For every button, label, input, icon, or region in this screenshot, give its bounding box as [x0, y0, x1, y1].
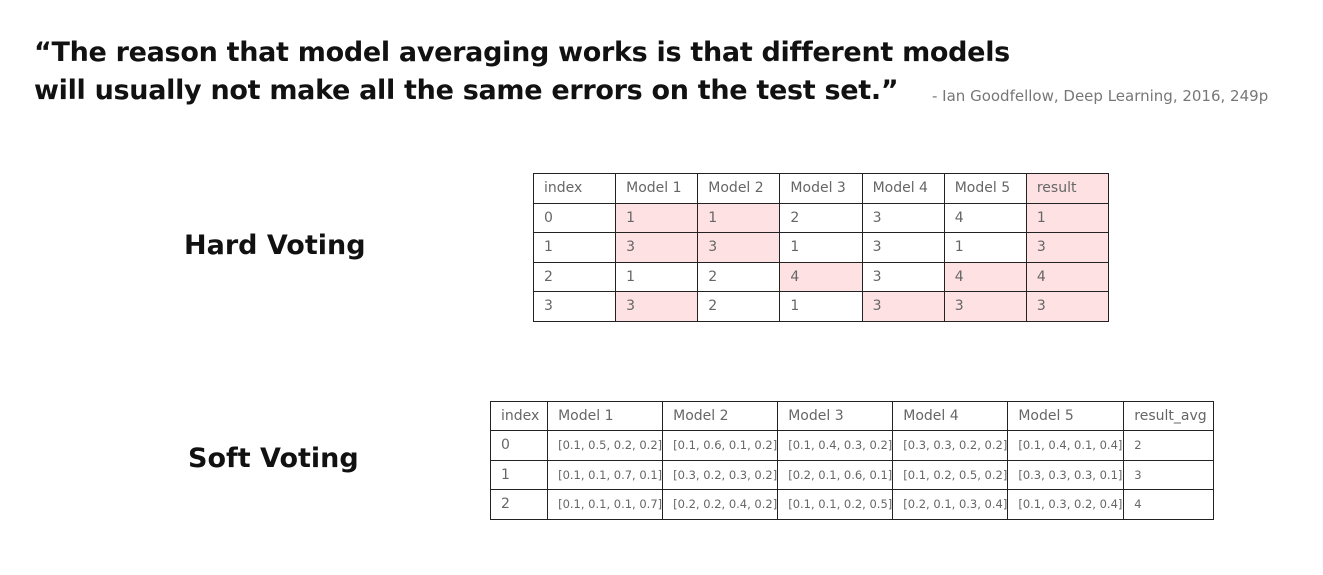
table-cell: 3: [861, 202, 945, 233]
table-header-row: index Model 1 Model 2 Model 3 Model 4 Mo…: [489, 401, 1214, 431]
table-header-row: index Model 1 Model 2 Model 3 Model 4 Mo…: [532, 173, 1110, 204]
table-cell: 2: [779, 202, 863, 233]
table-cell: 3: [615, 291, 699, 322]
table-cell: [0.3, 0.3, 0.2, 0.2]: [892, 430, 1009, 461]
hard-voting-label: Hard Voting: [184, 230, 366, 261]
soft-voting-table: index Model 1 Model 2 Model 3 Model 4 Mo…: [489, 401, 1214, 520]
table-cell: [0.2, 0.2, 0.4, 0.2]: [662, 489, 779, 520]
quote: “The reason that model averaging works i…: [34, 34, 1010, 110]
table-cell: 3: [861, 291, 945, 322]
table-row: 2 [0.1, 0.1, 0.1, 0.7] [0.2, 0.2, 0.4, 0…: [489, 489, 1214, 520]
table-cell: [0.1, 0.1, 0.7, 0.1]: [547, 459, 664, 490]
table-cell: [0.1, 0.3, 0.2, 0.4]: [1007, 489, 1125, 520]
table-cell: 4: [1025, 261, 1110, 292]
table-row: 0 1 1 2 3 4 1: [532, 202, 1110, 233]
table-cell: [0.1, 0.4, 0.1, 0.4]: [1007, 430, 1125, 461]
header-cell: Model 3: [777, 401, 894, 431]
table-cell: [0.1, 0.4, 0.3, 0.2]: [777, 430, 894, 461]
table-cell: [0.1, 0.1, 0.1, 0.7]: [547, 489, 664, 520]
header-cell: Model 2: [697, 173, 781, 204]
table-cell: 2: [489, 489, 549, 520]
header-cell: Model 5: [943, 173, 1027, 204]
table-cell: 2: [697, 291, 781, 322]
table-row: 3 3 2 1 3 3 3: [532, 291, 1110, 322]
table-cell: 1: [779, 291, 863, 322]
header-cell: result_avg: [1123, 401, 1214, 431]
header-cell: Model 4: [892, 401, 1009, 431]
table-cell: 4: [1123, 489, 1214, 520]
table-cell: [0.3, 0.3, 0.3, 0.1]: [1007, 459, 1125, 490]
table-row: 1 [0.1, 0.1, 0.7, 0.1] [0.3, 0.2, 0.3, 0…: [489, 459, 1214, 490]
table-cell: 0: [489, 430, 549, 461]
header-cell: Model 1: [615, 173, 699, 204]
table-cell: 3: [1025, 232, 1110, 263]
table-cell: [0.1, 0.2, 0.5, 0.2]: [892, 459, 1009, 490]
quote-line-1: “The reason that model averaging works i…: [34, 37, 1010, 68]
table-cell: 2: [697, 261, 781, 292]
table-cell: [0.1, 0.1, 0.2, 0.5]: [777, 489, 894, 520]
header-cell: Model 1: [547, 401, 664, 431]
header-cell: Model 4: [861, 173, 945, 204]
table-cell: 1: [697, 202, 781, 233]
table-row: 2 1 2 4 3 4 4: [532, 261, 1110, 292]
table-cell: 1: [1025, 202, 1110, 233]
table-cell: 2: [1123, 430, 1214, 461]
table-cell: 2: [532, 261, 617, 292]
table-cell: 3: [861, 261, 945, 292]
table-cell: [0.3, 0.2, 0.3, 0.2]: [662, 459, 779, 490]
table-cell: 4: [943, 261, 1027, 292]
table-cell: 3: [1123, 459, 1214, 490]
table-cell: 3: [861, 232, 945, 263]
table-cell: [0.1, 0.6, 0.1, 0.2]: [662, 430, 779, 461]
table-cell: [0.2, 0.1, 0.6, 0.1]: [777, 459, 894, 490]
header-cell: Model 3: [779, 173, 863, 204]
header-cell: Model 5: [1007, 401, 1125, 431]
quote-line-2: will usually not make all the same error…: [34, 75, 899, 106]
table-cell: 3: [532, 291, 617, 322]
table-cell: 3: [943, 291, 1027, 322]
hard-voting-table: index Model 1 Model 2 Model 3 Model 4 Mo…: [532, 173, 1110, 322]
table-cell: 1: [943, 232, 1027, 263]
header-cell-result: result: [1025, 173, 1110, 204]
table-cell: 1: [615, 261, 699, 292]
table-cell: 1: [615, 202, 699, 233]
table-cell: 0: [532, 202, 617, 233]
table-row: 0 [0.1, 0.5, 0.2, 0.2] [0.1, 0.6, 0.1, 0…: [489, 430, 1214, 461]
header-cell: index: [489, 401, 549, 431]
table-cell: 3: [697, 232, 781, 263]
table-cell: [0.1, 0.5, 0.2, 0.2]: [547, 430, 664, 461]
table-cell: 4: [943, 202, 1027, 233]
table-cell: 1: [779, 232, 863, 263]
table-row: 1 3 3 1 3 1 3: [532, 232, 1110, 263]
quote-attribution: - Ian Goodfellow, Deep Learning, 2016, 2…: [932, 87, 1269, 105]
table-cell: 3: [615, 232, 699, 263]
soft-voting-label: Soft Voting: [188, 443, 359, 474]
table-cell: [0.2, 0.1, 0.3, 0.4]: [892, 489, 1009, 520]
header-cell: Model 2: [662, 401, 779, 431]
table-cell: 4: [779, 261, 863, 292]
table-cell: 1: [532, 232, 617, 263]
table-cell: 3: [1025, 291, 1110, 322]
header-cell: index: [532, 173, 617, 204]
table-cell: 1: [489, 459, 549, 490]
